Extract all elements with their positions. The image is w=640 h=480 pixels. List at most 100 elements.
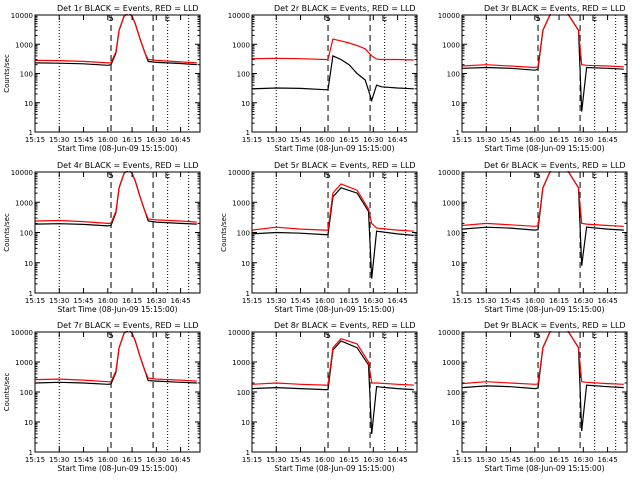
series-line-lld — [35, 331, 197, 383]
x-tick-label: 16:15 — [549, 136, 569, 144]
x-tick-label: 16:30 — [146, 136, 166, 144]
series-line-lld — [462, 14, 624, 69]
x-tick-label: 15:30 — [476, 136, 496, 144]
x-tick-label: 15:15 — [452, 297, 472, 305]
y-tick-label: 100 — [20, 71, 33, 79]
x-tick-label: 15:45 — [290, 456, 310, 464]
end-marker-label: E — [592, 14, 598, 24]
y-tick-label: 1000 — [232, 199, 250, 207]
x-axis-label: Start Time (08-Jun-09 15:15:00) — [58, 144, 178, 153]
y-tick-label: 1 — [29, 290, 33, 298]
x-tick-label: 15:15 — [452, 136, 472, 144]
x-tick-label: 16:30 — [363, 136, 383, 144]
end-marker-label: E — [592, 171, 598, 181]
x-tick-label: 15:30 — [266, 136, 286, 144]
end-marker-label: E — [165, 14, 171, 24]
series-line-events — [35, 171, 197, 227]
y-tick-label: 100 — [447, 230, 460, 238]
y-tick-label: 10000 — [11, 12, 33, 20]
x-tick-label: 16:15 — [339, 297, 359, 305]
x-axis-label: Start Time (08-Jun-09 15:15:00) — [275, 144, 395, 153]
series-line-events — [35, 14, 197, 66]
y-tick-label: 10 — [24, 260, 33, 268]
series-line-events — [462, 14, 624, 112]
y-tick-label: 10 — [24, 419, 33, 427]
start-marker-label: S — [325, 331, 331, 341]
y-tick-label: 1000 — [15, 359, 33, 367]
series-line-lld — [35, 171, 197, 224]
x-tick-label: 15:30 — [49, 136, 69, 144]
x-tick-label: 16:45 — [597, 136, 617, 144]
end-marker-label: E — [592, 331, 598, 341]
y-tick-label: 100 — [447, 71, 460, 79]
x-tick-label: 16:30 — [573, 456, 593, 464]
series-line-events — [252, 340, 414, 434]
y-tick-label: 1 — [29, 129, 33, 137]
x-tick-label: 16:00 — [525, 456, 545, 464]
x-tick-label: 15:30 — [476, 297, 496, 305]
x-tick-label: 16:30 — [573, 136, 593, 144]
start-marker-label: S — [325, 14, 331, 24]
y-tick-label: 1 — [29, 449, 33, 457]
y-tick-label: 10000 — [11, 329, 33, 337]
start-marker-label: S — [325, 171, 331, 181]
x-tick-label: 16:45 — [387, 136, 407, 144]
x-tick-label: 15:30 — [476, 456, 496, 464]
x-tick-label: 16:15 — [549, 456, 569, 464]
y-tick-label: 10 — [451, 419, 460, 427]
series-line-events — [252, 55, 414, 103]
x-tick-label: 15:15 — [242, 456, 262, 464]
y-tick-label: 1000 — [232, 41, 250, 49]
series-line-lld — [462, 171, 624, 227]
panel-title: Det 4r BLACK = Events, RED = LLD — [57, 161, 199, 170]
y-tick-label: 1000 — [442, 359, 460, 367]
y-tick-label: 1 — [246, 129, 250, 137]
series-line-events — [35, 331, 197, 385]
x-tick-label: 15:45 — [73, 136, 93, 144]
panel-title: Det 2r BLACK = Events, RED = LLD — [274, 4, 416, 13]
x-tick-label: 16:30 — [363, 456, 383, 464]
x-tick-label: 16:00 — [315, 136, 335, 144]
y-tick-label: 1 — [246, 449, 250, 457]
x-axis-label: Start Time (08-Jun-09 15:15:00) — [485, 305, 605, 314]
x-tick-label: 16:45 — [597, 456, 617, 464]
series-line-lld — [252, 183, 414, 232]
y-tick-label: 1000 — [442, 41, 460, 49]
y-tick-label: 1000 — [15, 199, 33, 207]
series-line-lld — [462, 331, 624, 385]
x-tick-label: 16:30 — [146, 456, 166, 464]
x-tick-label: 15:45 — [500, 297, 520, 305]
x-tick-label: 16:15 — [122, 456, 142, 464]
x-tick-label: 16:45 — [387, 456, 407, 464]
y-tick-label: 100 — [20, 230, 33, 238]
y-tick-label: 10 — [241, 100, 250, 108]
y-tick-label: 10 — [451, 260, 460, 268]
y-tick-label: 1000 — [442, 199, 460, 207]
series-line-events — [462, 331, 624, 432]
x-tick-label: 16:00 — [315, 297, 335, 305]
x-tick-label: 16:45 — [387, 297, 407, 305]
x-axis-label: Start Time (08-Jun-09 15:15:00) — [275, 464, 395, 473]
x-axis-label: Start Time (08-Jun-09 15:15:00) — [485, 464, 605, 473]
x-tick-label: 15:15 — [25, 136, 45, 144]
end-marker-label: E — [382, 14, 388, 24]
x-tick-label: 16:00 — [525, 297, 545, 305]
x-tick-label: 15:45 — [290, 136, 310, 144]
y-tick-label: 1000 — [232, 359, 250, 367]
y-tick-label: 10 — [451, 100, 460, 108]
x-tick-label: 16:15 — [549, 297, 569, 305]
y-tick-label: 10000 — [228, 329, 250, 337]
series-line-lld — [252, 38, 414, 61]
y-tick-label: 100 — [447, 389, 460, 397]
x-tick-label: 16:00 — [315, 456, 335, 464]
series-line-lld — [35, 14, 197, 64]
x-axis-label: Start Time (08-Jun-09 15:15:00) — [485, 144, 605, 153]
x-tick-label: 16:45 — [170, 136, 190, 144]
x-tick-label: 16:15 — [122, 136, 142, 144]
